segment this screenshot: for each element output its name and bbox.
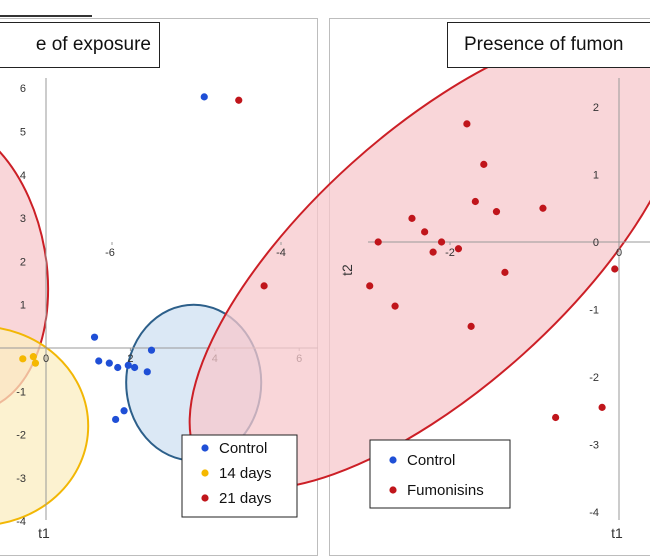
right-point-fumonisins [437, 238, 446, 246]
right-x-tick-label: -2 [445, 247, 455, 259]
right-point-fumonisins [611, 265, 619, 273]
right-x-axis-label: t1 [611, 525, 623, 541]
right-point-fumonisins [539, 204, 547, 212]
left-point-control [131, 363, 139, 372]
right-y-tick-label: -3 [589, 440, 599, 452]
left-point-control [200, 93, 208, 101]
right-point-fumonisins [235, 96, 243, 104]
left-point-14-days [29, 353, 37, 361]
left-y-tick-label: -1 [16, 386, 26, 398]
left-point-control [120, 407, 128, 415]
right-legend-label: Fumonisins [407, 482, 484, 499]
left-y-tick-label: 6 [20, 83, 26, 95]
right-point-fumonisins [552, 413, 560, 422]
right-y-tick-label: 0 [593, 237, 599, 249]
right-x-tick-label: 0 [616, 247, 622, 259]
right-point-fumonisins [421, 228, 429, 236]
left-legend-marker [201, 469, 209, 477]
left-legend-label: 21 days [219, 490, 272, 507]
right-point-fumonisins [391, 302, 399, 310]
right-legend-box [369, 439, 511, 509]
right-legend-marker [389, 456, 397, 464]
left-y-tick-label: 3 [20, 213, 26, 225]
right-point-fumonisins [260, 282, 268, 290]
left-point-control [143, 368, 151, 376]
right-point-fumonisins [463, 120, 471, 128]
right-point-fumonisins [366, 282, 374, 290]
right-y-tick-label: -2 [589, 372, 599, 384]
left-y-tick-label: 1 [20, 300, 26, 312]
right-point-fumonisins [471, 197, 479, 206]
chart-title-left: e of exposure [0, 22, 160, 68]
left-point-control [95, 357, 103, 365]
right-point-fumonisins [467, 322, 475, 330]
left-legend-marker [201, 494, 209, 502]
right-point-fumonisins [374, 238, 382, 246]
left-y-tick-label: 4 [20, 170, 26, 182]
right-y-tick-label: -1 [589, 305, 599, 317]
left-y-tick-label: -2 [16, 430, 26, 442]
left-point-control [124, 361, 132, 369]
top-rule [0, 15, 92, 17]
right-y-tick-label: -4 [589, 507, 599, 519]
left-point-control [147, 346, 156, 354]
left-point-14-days [19, 355, 27, 363]
right-x-tick-label: -6 [105, 247, 115, 259]
right-point-fumonisins [480, 160, 488, 168]
chart-title-left-text: e of exposure [35, 34, 151, 55]
chart-title-right-text: Presence of fumon [464, 34, 624, 55]
right-y-axis-label: t2 [339, 264, 355, 276]
left-point-control [105, 359, 113, 367]
left-legend-label: 14 days [219, 465, 272, 482]
left-x-tick-label: 0 [43, 353, 49, 365]
right-point-fumonisins [429, 248, 437, 256]
left-point-control [90, 333, 99, 341]
left-y-tick-label: 2 [20, 256, 26, 268]
right-y-tick-label: 2 [593, 102, 599, 114]
left-y-tick-label: -3 [16, 473, 26, 485]
left-y-tick-label: -4 [16, 516, 26, 528]
left-legend-box [181, 434, 298, 518]
right-x-tick-label: -4 [276, 247, 286, 259]
left-x-axis-label: t1 [38, 525, 50, 541]
left-y-tick-label: 5 [20, 127, 26, 139]
left-point-14-days [31, 359, 40, 367]
right-point-fumonisins [501, 268, 509, 276]
right-point-fumonisins [492, 208, 501, 216]
left-point-control [114, 363, 122, 372]
right-y-tick-label: 1 [593, 170, 599, 182]
left-point-control [112, 415, 120, 424]
left-legend-marker [201, 444, 209, 452]
right-point-fumonisins [408, 214, 416, 222]
right-point-fumonisins [598, 403, 606, 411]
right-point-fumonisins [454, 245, 463, 253]
right-legend-marker [389, 486, 397, 494]
left-confidence-ellipse-1 [0, 327, 90, 525]
chart-title-right: Presence of fumon [447, 22, 650, 68]
left-x-tick-label: 2 [127, 353, 133, 365]
left-legend-label: Control [219, 440, 267, 457]
right-legend-label: Control [407, 452, 455, 469]
